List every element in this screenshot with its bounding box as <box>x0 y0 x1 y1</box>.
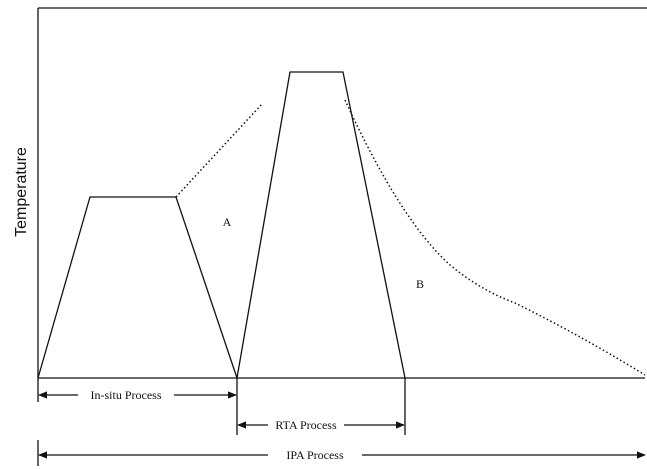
span-label: RTA Process <box>275 418 337 432</box>
region-label: B <box>416 277 424 291</box>
span-label: In-situ Process <box>91 388 162 402</box>
region-label: A <box>223 215 232 229</box>
y-axis-label: Temperature <box>13 147 30 237</box>
frame <box>37 7 647 379</box>
profile <box>37 71 646 379</box>
span-label: IPA Process <box>286 448 344 462</box>
span-markers <box>37 378 646 466</box>
